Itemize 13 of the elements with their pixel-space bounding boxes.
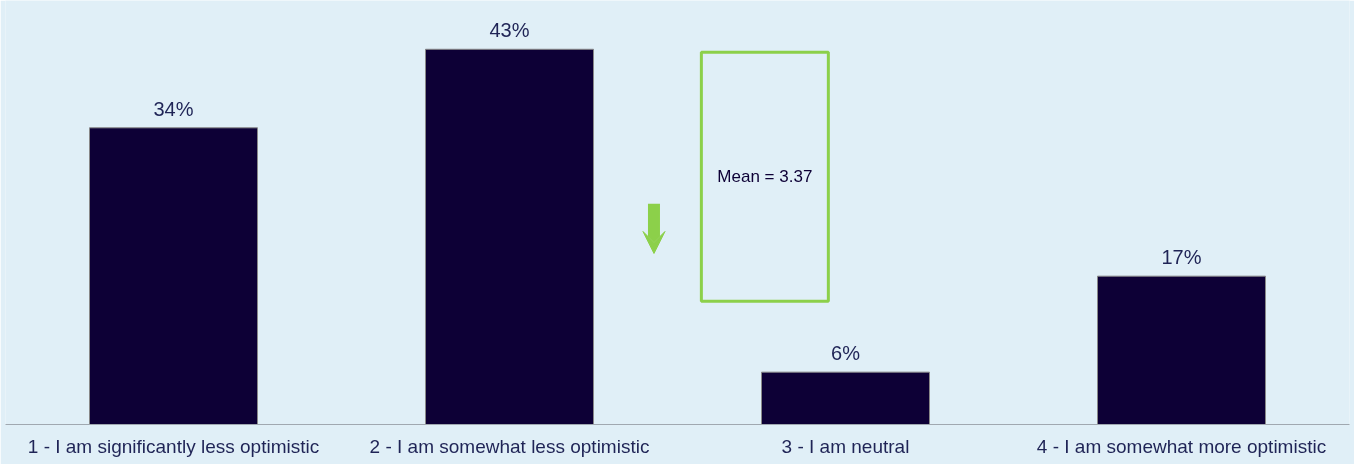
data-label: 17%: [1161, 246, 1202, 269]
x-tick-label: 2 - I am somewhat less optimistic: [369, 435, 650, 457]
bar: [761, 371, 930, 425]
annotation: Mean = 3.37: [717, 167, 813, 187]
data-label: 34%: [153, 97, 194, 120]
data-label: 43%: [489, 19, 530, 42]
x-tick-label: 3 - I am neutral: [781, 435, 910, 457]
bar: [425, 48, 594, 425]
data-label: 6%: [831, 342, 861, 365]
bar: [1097, 275, 1266, 425]
x-tick-label: 4 - I am somewhat more optimistic: [1036, 435, 1327, 457]
bar: [89, 127, 258, 425]
x-tick-label: 1 - I am significantly less optimistic: [27, 435, 320, 457]
